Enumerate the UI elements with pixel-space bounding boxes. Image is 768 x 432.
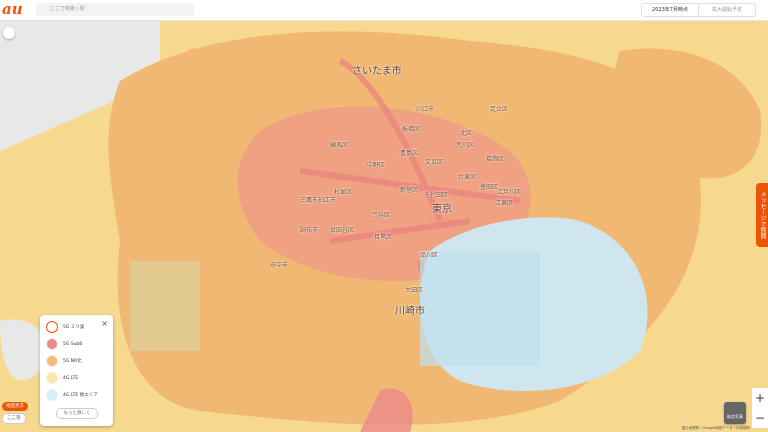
- place-label: 江東区: [495, 200, 514, 207]
- place-label: 江戸川区: [497, 189, 522, 196]
- coverage-map: [0, 21, 768, 432]
- legend-swatch: [46, 372, 58, 384]
- place-label: 川口市: [416, 106, 435, 113]
- place-label: 北区: [460, 130, 473, 137]
- place-label: 三鷹市: [300, 197, 319, 204]
- logo[interactable]: au: [2, 0, 23, 18]
- place-label: 中野区: [367, 162, 386, 169]
- legend-label: 4G LTE: [63, 375, 79, 381]
- place-label: 板橋区: [402, 126, 421, 133]
- legend-swatch: [46, 389, 58, 401]
- aerial-button[interactable]: 航空写真: [724, 402, 746, 424]
- more-button[interactable]: もっと詳しく: [56, 408, 98, 419]
- search-box[interactable]: ここで検索 / 駅: [36, 3, 194, 16]
- legend-item: 5G ミリ波: [46, 321, 84, 333]
- place-label: 府中市: [270, 262, 289, 269]
- place-label: 足立区: [490, 106, 509, 113]
- place-label: 目黒区: [374, 234, 393, 241]
- zoom-control[interactable]: + −: [752, 388, 768, 428]
- legend-swatch: [46, 321, 58, 333]
- place-label: 川崎市: [395, 306, 425, 317]
- legend: × 5G ミリ波 5G Sub6 5G NR化 4G LTE 4G LTE 他エリア も…: [40, 315, 113, 426]
- close-button[interactable]: ×: [101, 319, 108, 328]
- place-label: 世田谷区: [330, 227, 355, 234]
- place-label: 新宿区: [400, 187, 419, 194]
- legend-item: 4G LTE: [46, 372, 78, 384]
- here-button[interactable]: ここ等: [2, 413, 26, 424]
- place-label: 台東区: [458, 174, 477, 181]
- legend-label: 5G Sub6: [63, 341, 83, 347]
- place-label: 文京区: [425, 159, 444, 166]
- legend-label: 5G ミリ波: [63, 325, 85, 330]
- place-label: 墨田区: [480, 184, 499, 191]
- place-label: 練馬区: [330, 142, 349, 149]
- place-label: さいたま市: [352, 66, 402, 77]
- legend-item: 5G Sub6: [46, 338, 82, 350]
- legend-item: 5G NR化: [46, 355, 82, 367]
- legend-label: 5G NR化: [63, 359, 82, 364]
- place-label: 調布市: [300, 227, 319, 234]
- locate-button[interactable]: [3, 27, 15, 39]
- place-label: 豊島区: [400, 150, 419, 157]
- place-label: 東京: [432, 204, 452, 215]
- place-label: 狛江市: [318, 197, 337, 204]
- date-tabs: 2023年7月時点 拡大開始予定: [641, 3, 756, 17]
- tab[interactable]: 拡大開始予定: [711, 7, 742, 13]
- header: au ここで検索 / 駅 2023年7月時点 拡大開始予定: [0, 0, 768, 21]
- place-label: 葛飾区: [486, 156, 505, 163]
- legend-item: 4G LTE 他エリア: [46, 389, 98, 401]
- tab[interactable]: 2023年7月時点: [642, 4, 699, 16]
- attribution: 国土地理院 ・ Google地図データ ・ 利用規約: [681, 426, 750, 430]
- place-label: 品川区: [420, 252, 439, 259]
- legend-label: 4G LTE 他エリア: [63, 393, 98, 398]
- legend-swatch: [46, 338, 58, 350]
- legend-swatch: [46, 355, 58, 367]
- place-label: 大田区: [405, 287, 424, 294]
- message-tab[interactable]: メッセージで質問: [756, 183, 768, 247]
- place-label: 千代田区: [424, 192, 449, 199]
- place-label: 渋谷区: [372, 212, 391, 219]
- place-label: 杉並区: [334, 189, 353, 196]
- how-to-button[interactable]: 地図見方: [2, 402, 28, 411]
- place-label: 荒川区: [456, 142, 475, 149]
